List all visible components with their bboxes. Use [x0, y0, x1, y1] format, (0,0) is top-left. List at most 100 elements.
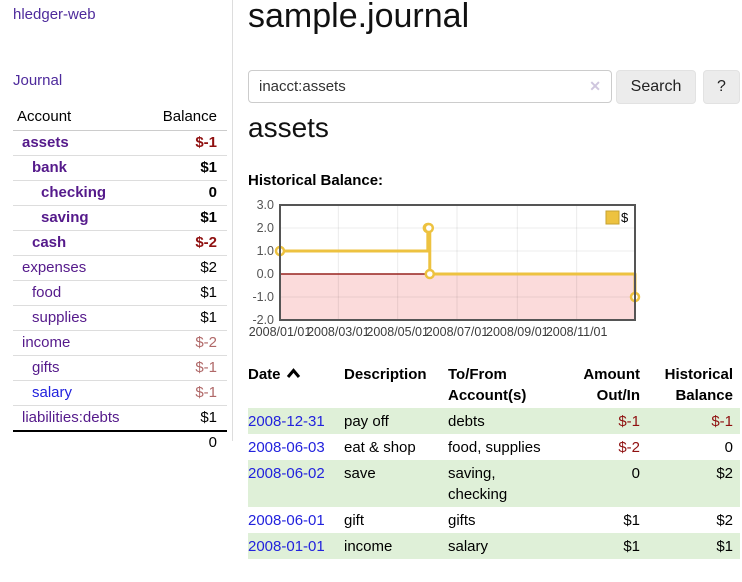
- account-balance-table: Account Balance assets $-1 bank $1 check…: [13, 104, 227, 455]
- account-link-income[interactable]: income: [22, 334, 71, 351]
- register-row: 2008-06-01 gift gifts $1 $2: [248, 507, 740, 533]
- transaction-balance: $1: [716, 537, 733, 555]
- account-link-food[interactable]: food: [32, 284, 62, 301]
- historical-balance-chart: 3.0 2.0 1.0 0.0 -1.0 -2.02008/01/012008/03/01…: [249, 198, 641, 339]
- account-page-title: assets: [248, 112, 329, 143]
- transaction-balance: $-1: [711, 412, 733, 430]
- account-link-assets[interactable]: assets: [22, 134, 69, 151]
- main-content: sample.journal ✕ Search ? assets Histori…: [248, 0, 742, 582]
- account-balance: 0: [151, 180, 227, 206]
- svg-text:-1.0: -1.0: [252, 290, 274, 304]
- svg-text:3.0: 3.0: [257, 198, 274, 212]
- transaction-date-link[interactable]: 2008-06-03: [248, 438, 325, 456]
- transaction-amount: $1: [623, 511, 640, 529]
- register-row: 2008-06-03 eat & shop food, supplies $-2…: [248, 434, 740, 460]
- svg-text:2008/09/01: 2008/09/01: [486, 325, 549, 339]
- account-balance: $1: [151, 280, 227, 306]
- svg-text:-2.0: -2.0: [252, 313, 274, 327]
- account-row: gifts $-1: [13, 355, 227, 381]
- account-row: salary $-1: [13, 380, 227, 406]
- accounts-column-header: To/From Account(s): [448, 366, 527, 404]
- account-row: food $1: [13, 280, 227, 306]
- svg-text:2008/01/01: 2008/01/01: [249, 325, 312, 339]
- transaction-date-link[interactable]: 2008-06-01: [248, 511, 325, 529]
- transaction-balance: $2: [716, 511, 733, 529]
- account-link-salary[interactable]: salary: [32, 384, 73, 401]
- register-header-row: Date Description To/From Account(s) Amou…: [248, 362, 740, 408]
- transaction-description: pay off: [344, 412, 389, 430]
- app-brand-link[interactable]: hledger-web: [13, 6, 96, 23]
- transaction-description: save: [344, 464, 376, 482]
- account-balance: $-1: [151, 355, 227, 381]
- date-column-header[interactable]: Date: [248, 362, 344, 408]
- transaction-date-link[interactable]: 2008-06-02: [248, 464, 325, 482]
- transaction-description: gift: [344, 511, 365, 529]
- account-balance: $1: [151, 155, 227, 181]
- transaction-date-link[interactable]: 2008-01-01: [248, 537, 325, 555]
- svg-text:0.0: 0.0: [257, 267, 274, 281]
- account-row: assets $-1: [13, 130, 227, 156]
- sidebar-item-journal[interactable]: Journal: [13, 72, 63, 89]
- account-row: liabilities:debts $1: [13, 405, 227, 432]
- register-row: 2008-01-01 income salary $1 $1: [248, 533, 740, 559]
- transaction-amount: $-1: [618, 412, 640, 430]
- search-input[interactable]: [248, 70, 612, 103]
- account-link-supplies[interactable]: supplies: [32, 309, 88, 326]
- sidebar: hledger-web Journal Account Balance asse…: [0, 0, 233, 455]
- page-title: sample.journal: [248, 0, 470, 35]
- account-link-liabilities-debts[interactable]: liabilities:debts: [22, 409, 120, 426]
- account-row: income $-2: [13, 330, 227, 356]
- svg-text:$: $: [621, 210, 629, 225]
- search-button[interactable]: Search: [616, 70, 696, 104]
- description-column-header: Description: [344, 366, 427, 383]
- svg-text:2008/07/01: 2008/07/01: [426, 325, 489, 339]
- accounts-total-row: 0: [13, 430, 227, 455]
- svg-text:1.0: 1.0: [257, 244, 274, 258]
- transaction-amount: $-2: [618, 438, 640, 456]
- search-form: ✕ Search ?: [248, 70, 742, 104]
- transaction-amount: $1: [623, 537, 640, 555]
- account-link-saving[interactable]: saving: [41, 209, 89, 226]
- transaction-accounts: salary: [448, 537, 489, 555]
- register-row: 2008-06-02 save saving, checking 0 $2: [248, 460, 740, 507]
- account-balance: $-2: [151, 330, 227, 356]
- account-row: saving $1: [13, 205, 227, 231]
- transaction-balance: $2: [716, 464, 733, 482]
- account-balance: $-2: [151, 230, 227, 256]
- transaction-description: eat & shop: [344, 438, 416, 456]
- register-row: 2008-12-31 pay off debts $-1 $-1: [248, 408, 740, 434]
- help-button[interactable]: ?: [703, 70, 740, 104]
- account-balance: $1: [151, 305, 227, 331]
- account-balance: $1: [151, 205, 227, 231]
- accounts-total-value: 0: [151, 430, 227, 455]
- transaction-date-link[interactable]: 2008-12-31: [248, 412, 325, 430]
- account-link-expenses[interactable]: expenses: [22, 259, 87, 276]
- account-balance: $1: [151, 405, 227, 432]
- svg-text:2008/11/01: 2008/11/01: [546, 325, 608, 339]
- transaction-accounts: gifts: [448, 511, 476, 529]
- transaction-amount: 0: [631, 464, 640, 482]
- svg-text:2.0: 2.0: [257, 221, 274, 235]
- account-link-bank[interactable]: bank: [32, 159, 68, 176]
- sort-up-icon: [286, 368, 300, 378]
- account-row: checking 0: [13, 180, 227, 206]
- account-link-cash[interactable]: cash: [32, 234, 67, 251]
- account-link-gifts[interactable]: gifts: [32, 359, 60, 376]
- account-table-header: Account Balance: [13, 104, 227, 131]
- account-balance: $-1: [151, 380, 227, 406]
- svg-text:2008/05/01: 2008/05/01: [366, 325, 429, 339]
- chart-heading: Historical Balance:: [248, 172, 384, 189]
- account-row: expenses $2: [13, 255, 227, 281]
- account-row: bank $1: [13, 155, 227, 181]
- register-table: Date Description To/From Account(s) Amou…: [248, 362, 740, 559]
- clear-search-icon[interactable]: ✕: [589, 78, 601, 94]
- transaction-accounts: saving, checking: [448, 464, 508, 503]
- transaction-description: income: [344, 537, 393, 555]
- balance-column-header: Balance: [151, 104, 227, 131]
- transaction-balance: 0: [724, 438, 733, 456]
- account-row: cash $-2: [13, 230, 227, 256]
- transaction-accounts: debts: [448, 412, 485, 430]
- transaction-accounts: food, supplies: [448, 438, 541, 456]
- account-link-checking[interactable]: checking: [41, 184, 107, 201]
- account-balance: $-1: [151, 130, 227, 156]
